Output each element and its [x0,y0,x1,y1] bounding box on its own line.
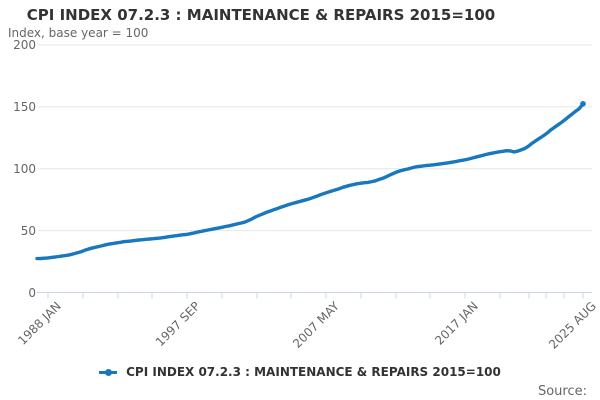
series-end-marker [580,100,586,107]
series-line[interactable] [35,102,585,261]
legend-label: CPI INDEX 07.2.3 : MAINTENANCE & REPAIRS… [126,365,501,379]
legend-item[interactable]: CPI INDEX 07.2.3 : MAINTENANCE & REPAIRS… [99,365,501,379]
y-axis-tick-label: 50 [20,223,36,238]
legend-line-marker-icon [99,368,118,376]
chart-title: CPI INDEX 07.2.3 : MAINTENANCE & REPAIRS… [26,6,496,24]
y-axis-tick-label: 100 [13,161,36,176]
chart-subtitle: Index, base year = 100 [8,26,149,40]
y-axis-tick-label: 0 [28,285,36,300]
source-label: Source: [537,384,587,399]
y-axis-tick-label: 150 [13,99,36,114]
legend: CPI INDEX 07.2.3 : MAINTENANCE & REPAIRS… [0,362,600,382]
y-axis-tick-label: 200 [13,38,36,52]
legend-point-marker-icon [104,368,112,376]
